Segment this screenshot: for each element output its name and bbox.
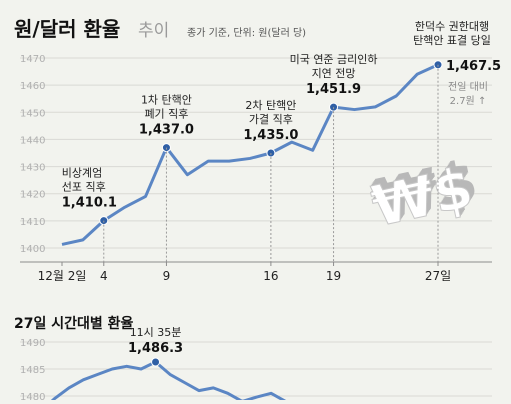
x-tick-label: 27일: [425, 269, 451, 283]
annotation-value: 1,467.5: [446, 59, 501, 74]
y-tick-label: 1440: [20, 135, 45, 146]
currency-symbols-icon: ₩$₩$₩$₩$₩$₩$₩$: [366, 148, 483, 240]
x-tick-label: 4: [100, 269, 108, 283]
y-tick-label: 1490: [20, 338, 45, 349]
annotation-value: 1,410.1: [62, 196, 117, 211]
annotation-label: 가결 직후: [249, 113, 293, 126]
y-tick-label: 1460: [20, 81, 45, 92]
series-line: [61, 63, 439, 246]
chart-subtitle: 추이: [138, 21, 169, 41]
x-tick-label: 9: [163, 269, 171, 283]
annotation-label: 선포 직후: [62, 181, 106, 194]
annotation-value: 1,435.0: [243, 128, 298, 143]
change-note: 2.7원 ↑: [450, 95, 487, 107]
annotation-label: 11시 35분: [130, 326, 182, 339]
annotation-value: 1,437.0: [139, 123, 194, 138]
annotation-label: 한덕수 권한대행: [415, 20, 489, 33]
annotation-label: 미국 연준 금리인하: [290, 52, 378, 66]
annotation-label: 탄핵안 표결 당일: [413, 33, 491, 47]
x-tick-label: 19: [326, 269, 341, 283]
data-point: [151, 357, 161, 367]
annotation-label: 비상계엄: [62, 167, 102, 180]
annotation-label: 지연 전망: [312, 67, 356, 80]
y-tick-label: 1420: [20, 190, 45, 201]
chart-title: 원/달러 환율: [14, 17, 120, 41]
y-tick-label: 1470: [20, 54, 45, 65]
annotation-value: 1,451.9: [306, 82, 361, 97]
series-line: [46, 360, 297, 404]
change-note: 전일 대비: [448, 81, 488, 93]
y-tick-label: 1430: [20, 163, 45, 174]
y-tick-label: 1480: [20, 392, 45, 400]
annotation-label: 폐기 직후: [144, 108, 188, 121]
annotation-value: 1,486.3: [128, 341, 183, 356]
x-tick-label: 12월 2일: [38, 269, 87, 283]
unit-note: 종가 기준, 단위: 원(달러 당): [187, 26, 306, 39]
x-tick-label: 16: [263, 269, 278, 283]
y-tick-label: 1400: [20, 244, 45, 255]
annotation-label: 1차 탄핵안: [141, 94, 192, 107]
y-tick-label: 1450: [20, 108, 45, 119]
sub-chart-title: 27일 시간대별 환율: [14, 315, 134, 332]
annotation-label: 2차 탄핵안: [245, 99, 296, 112]
y-tick-label: 1410: [20, 217, 45, 228]
y-tick-label: 1485: [20, 365, 45, 376]
